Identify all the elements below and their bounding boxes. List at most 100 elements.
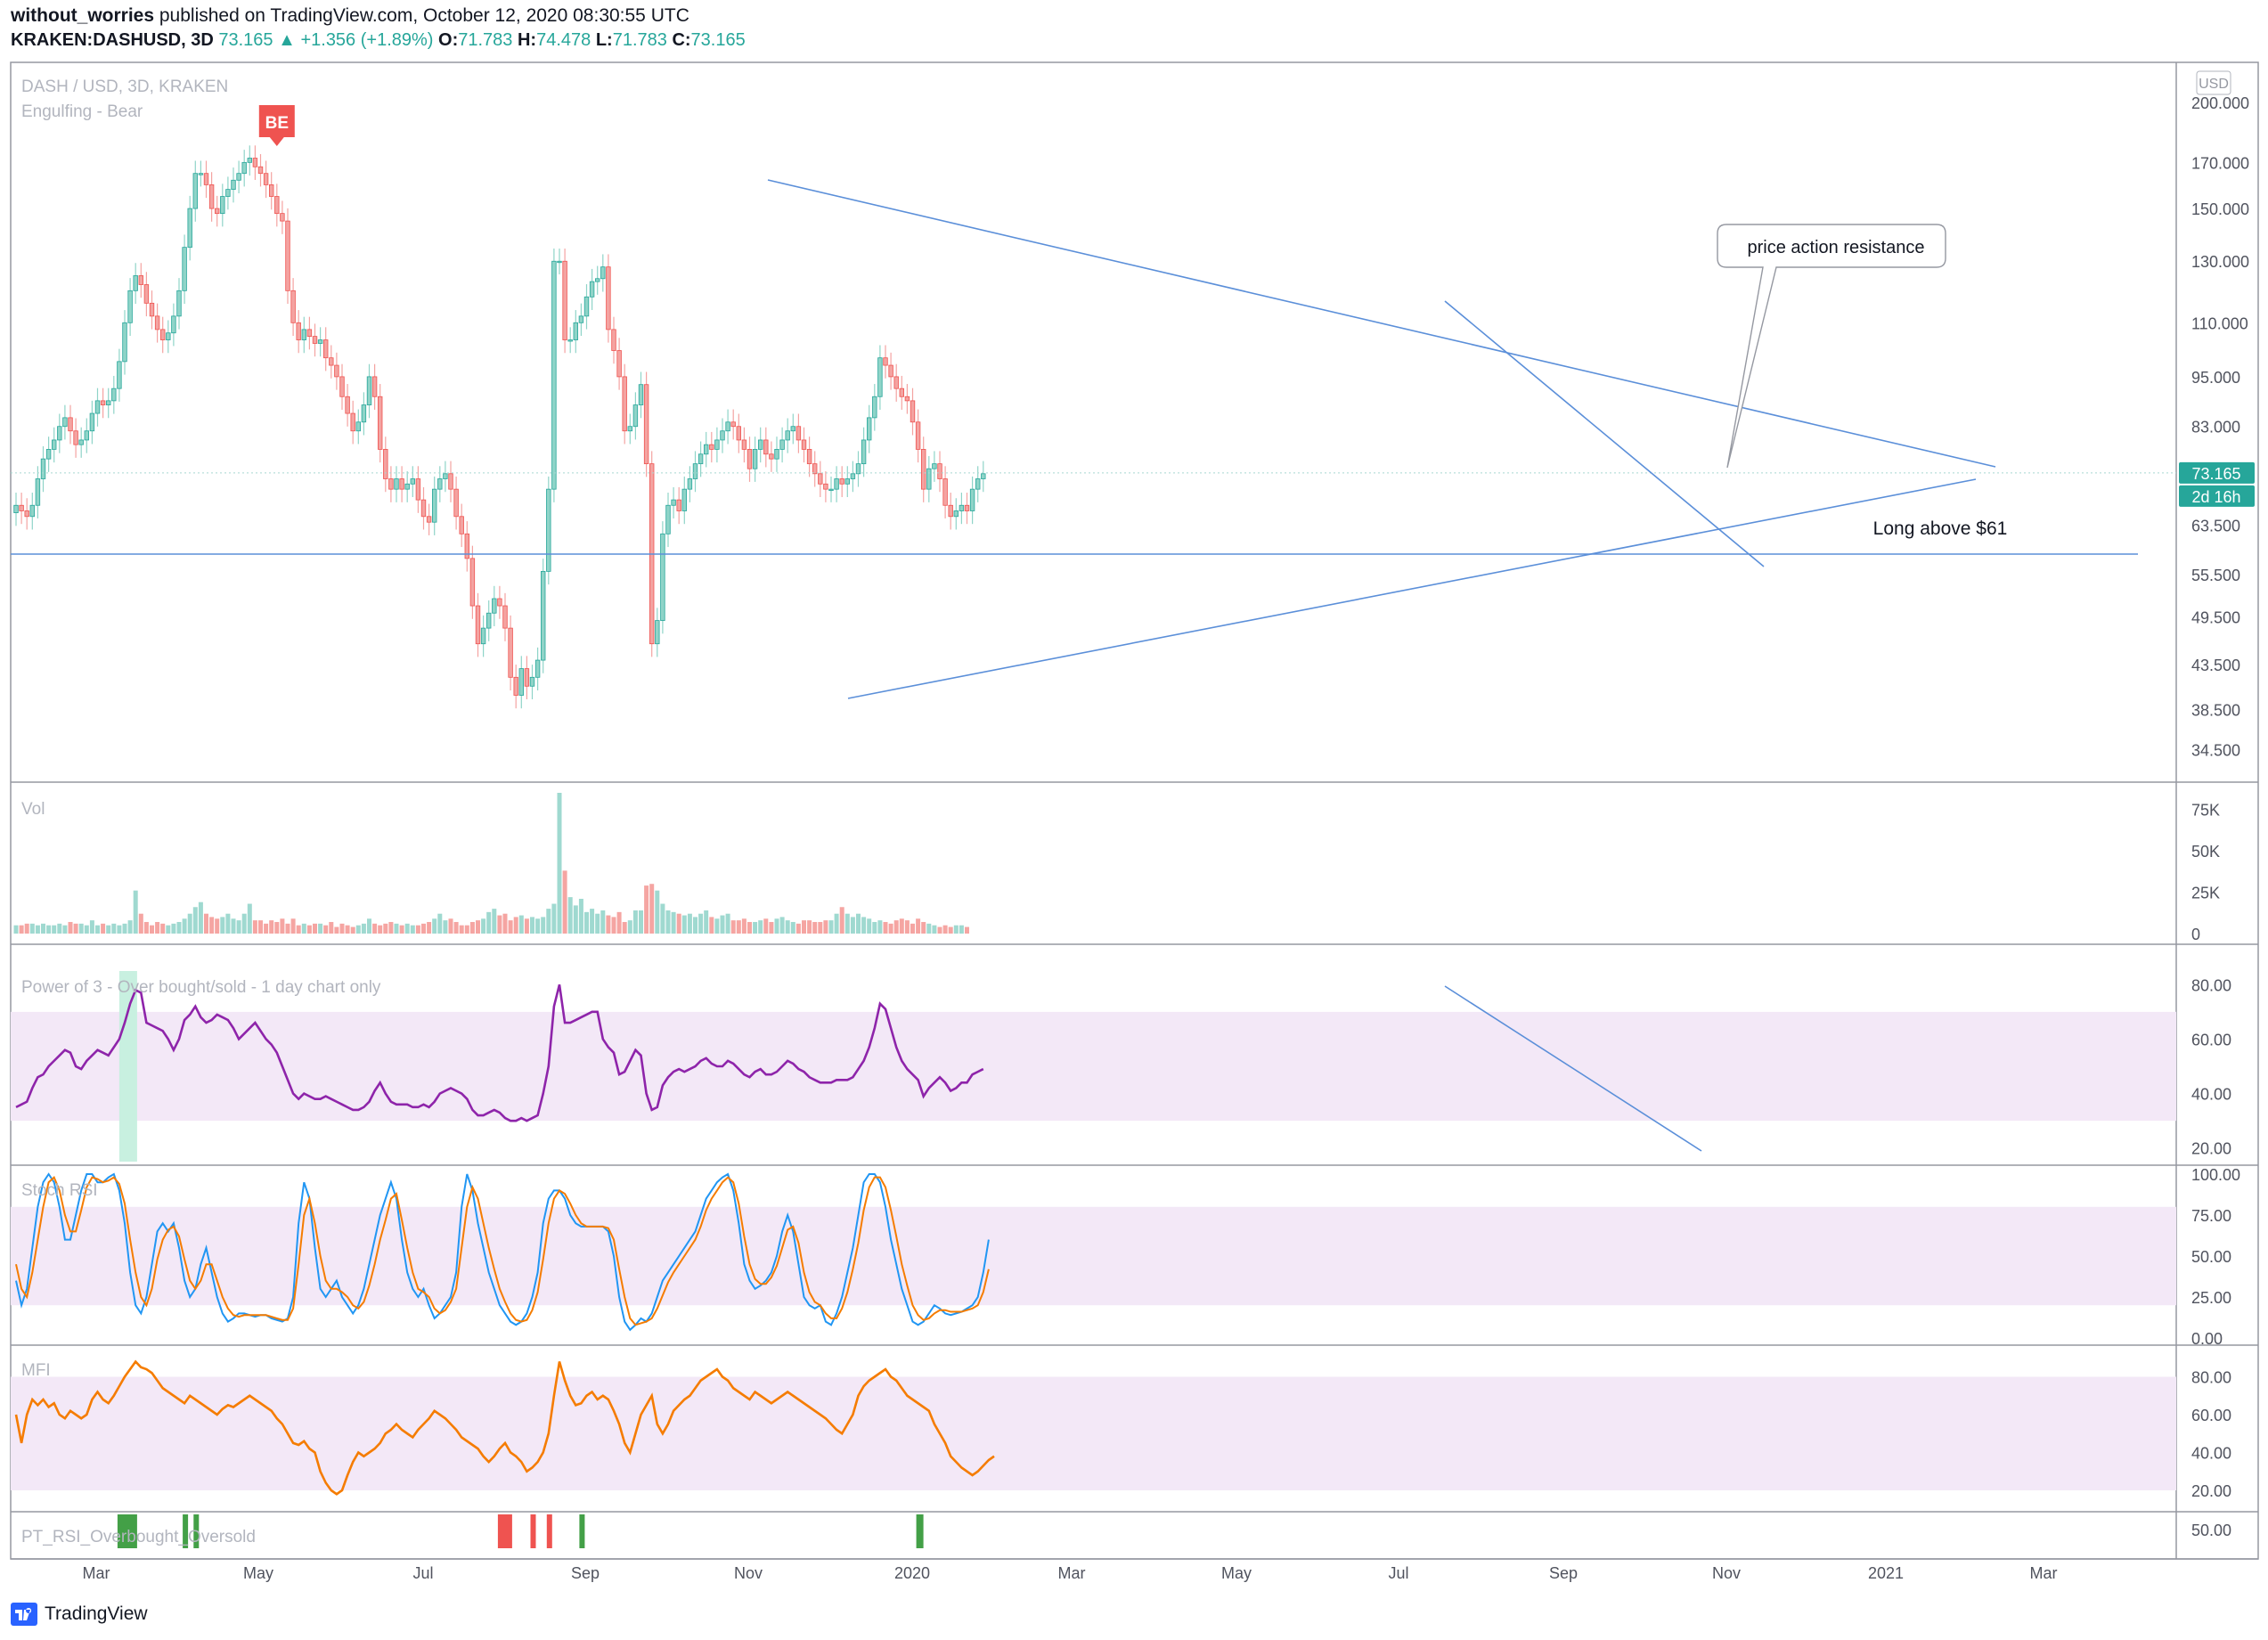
candle-body [350, 412, 355, 432]
candle-body [746, 449, 753, 469]
close-label: C: [672, 30, 691, 50]
volume-bar [535, 918, 541, 934]
volume-bar [13, 925, 19, 934]
candle-body [443, 473, 448, 479]
time-axis-label: Sep [571, 1564, 600, 1582]
volume-bar [807, 920, 812, 934]
price-tick-label: 110.000 [2191, 314, 2248, 332]
volume-bar [861, 917, 867, 934]
symbol-line: KRAKEN:DASHUSD, 3D [11, 30, 214, 50]
mfi-tick-label: 40.00 [2191, 1445, 2231, 1463]
up-arrow-icon: ▲ [278, 30, 296, 50]
volume-bar [421, 923, 426, 934]
volume-bar [215, 918, 220, 934]
volume-bar [176, 921, 182, 934]
volume-bar [280, 918, 285, 934]
volume-bar [649, 884, 655, 934]
volume-bar [530, 917, 534, 934]
volume-bar [959, 925, 964, 934]
volume-bar [904, 920, 910, 934]
candle-body [306, 329, 313, 338]
mfi-title: MFI [21, 1361, 51, 1380]
rsi-signal-oversold [497, 1514, 512, 1548]
volume-bar [388, 921, 394, 934]
volume-bar [910, 923, 915, 934]
volume-bar [850, 917, 855, 934]
candle-body [818, 473, 823, 485]
volume-bar [828, 920, 834, 934]
candle-body [720, 430, 725, 441]
candle-body [714, 439, 720, 450]
volume-bar [720, 915, 725, 934]
rsi-signal-overbought [183, 1514, 189, 1548]
volume-bar [953, 925, 959, 934]
volume-bar [725, 913, 730, 934]
price-tick-label: 170.000 [2191, 154, 2249, 172]
close-value: 73.165 [690, 30, 746, 50]
candle-body [823, 483, 828, 490]
candle-body [57, 426, 62, 441]
volume-bar [453, 921, 459, 934]
candle-body [942, 478, 948, 506]
volume-bar [606, 915, 611, 934]
volume-bar [627, 920, 632, 934]
volume-bar [779, 917, 785, 934]
candle-body [497, 598, 502, 607]
rsi-signal-overbought [916, 1514, 924, 1548]
volume-bar [231, 918, 236, 934]
tradingview-brand[interactable]: TradingView [11, 1601, 148, 1628]
volume-bar [665, 910, 671, 934]
volume-bar [639, 910, 643, 934]
volume-bar [932, 925, 937, 934]
volume-bar [68, 921, 73, 934]
volume-bar [687, 913, 692, 934]
mfi-tick-label: 60.00 [2191, 1407, 2231, 1424]
candle-body [94, 400, 101, 414]
candle-body [676, 499, 681, 511]
volume-bar [730, 920, 736, 934]
volume-bar [676, 913, 681, 934]
volume-bar [73, 923, 78, 934]
volume-bar [839, 907, 844, 934]
volume-bar [209, 917, 215, 934]
volume-bar [655, 890, 660, 934]
candle-body [138, 275, 143, 285]
candle-body [741, 439, 747, 450]
volume-bar [301, 923, 306, 934]
low-value: 71.783 [612, 30, 667, 50]
volume-bar [78, 923, 84, 934]
volume-bar [632, 910, 638, 934]
volume-bar [448, 918, 453, 934]
volume-bar [802, 920, 806, 934]
volume-bar [290, 918, 296, 934]
candle-body [779, 439, 785, 450]
volume-bar [361, 923, 366, 934]
candle-body [910, 400, 916, 423]
candle-body [404, 483, 410, 490]
volume-bar [241, 913, 247, 934]
price-tick-label: 83.000 [2191, 419, 2240, 437]
main-title: DASH / USD, 3D, KRAKEN [21, 78, 228, 96]
candle-body [692, 463, 698, 479]
volume-bar [117, 925, 122, 934]
author-name[interactable]: without_worries [11, 5, 155, 26]
candle-body [464, 533, 469, 559]
price-tick-label: 130.000 [2191, 253, 2249, 271]
candle-body [926, 468, 932, 490]
volume-bar [296, 925, 301, 934]
volume-bar [52, 925, 57, 934]
candle-body [383, 449, 388, 479]
volume-bar [546, 909, 551, 934]
volume-tick-label: 75K [2191, 802, 2220, 820]
candle-body [932, 463, 937, 469]
volume-bar [111, 923, 117, 934]
candle-body [480, 627, 486, 645]
stoch-rsi-d-line [15, 1175, 990, 1326]
published-text: published on TradingView.com, October 12… [159, 5, 689, 26]
rsi-signal-overbought [579, 1514, 585, 1548]
volume-bar [660, 903, 665, 934]
candle-body [867, 417, 872, 441]
time-axis-label: 2020 [894, 1564, 930, 1582]
candle-body [329, 357, 334, 366]
